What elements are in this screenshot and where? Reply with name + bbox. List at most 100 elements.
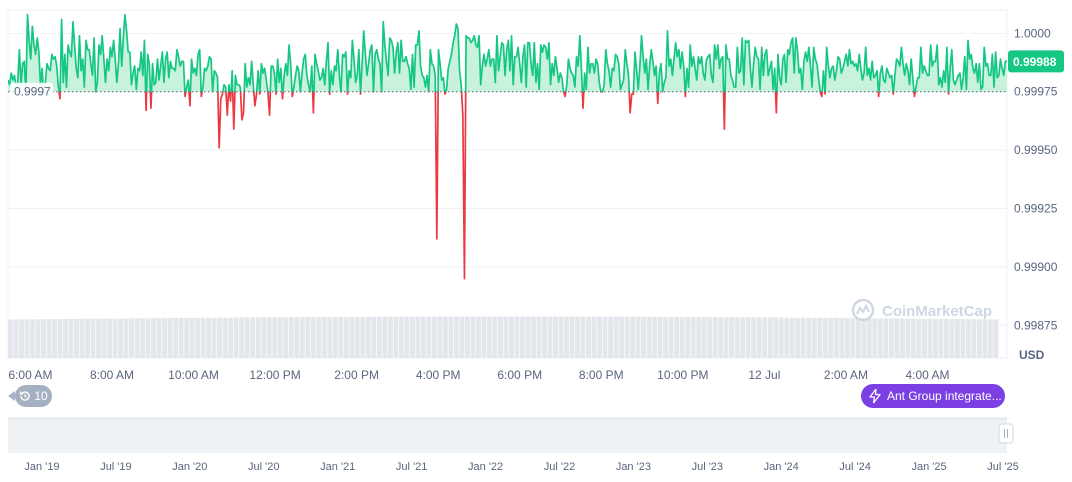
volume-bar	[790, 318, 795, 358]
volume-bar	[817, 318, 822, 358]
volume-bar	[597, 317, 602, 358]
navigator-track[interactable]	[8, 417, 1007, 453]
volume-bar	[399, 317, 404, 358]
volume-bar	[982, 319, 987, 358]
volume-bar	[415, 317, 420, 358]
volume-bar	[201, 318, 206, 358]
volume-bar	[311, 317, 316, 358]
volume-bar	[267, 317, 272, 358]
volume-bar	[58, 319, 63, 358]
y-tick-label: 1.0000	[1014, 26, 1051, 40]
volume-bar	[228, 318, 233, 358]
x-tick-label: 6:00 AM	[8, 368, 52, 382]
volume-bar	[454, 317, 459, 358]
volume-bar	[966, 319, 971, 358]
volume-bar	[795, 318, 800, 358]
volume-bar	[762, 317, 767, 358]
x-tick-label: 12:00 PM	[249, 368, 300, 382]
x-tick-label: 10:00 AM	[168, 368, 219, 382]
range-tick-label: Jul '25	[987, 461, 1018, 473]
volume-bar	[41, 319, 46, 358]
volume-bar	[96, 319, 101, 358]
volume-bar	[217, 318, 222, 358]
volume-bar	[905, 319, 910, 358]
volume-bar	[74, 319, 79, 358]
volume-bar	[911, 319, 916, 358]
x-tick-label: 10:00 PM	[657, 368, 708, 382]
volume-bar	[80, 319, 85, 358]
x-tick-label: 2:00 AM	[824, 368, 868, 382]
volume-bar	[850, 318, 855, 358]
x-tick-label: 2:00 PM	[334, 368, 379, 382]
volume-bar	[162, 318, 167, 358]
current-price-label: 0.99988	[1013, 55, 1057, 69]
volume-bar	[234, 318, 239, 358]
volume-bar	[570, 317, 575, 358]
volume-bar	[652, 317, 657, 358]
volume-bar	[113, 319, 118, 358]
volume-bar	[740, 317, 745, 358]
range-tick-label: Jul '22	[544, 461, 575, 473]
volume-bar	[779, 318, 784, 358]
volume-bar	[63, 319, 68, 358]
range-tick-label: Jan '25	[912, 461, 947, 473]
volume-bar	[14, 319, 19, 358]
volume-bar	[625, 317, 630, 358]
volume-bar	[867, 318, 872, 358]
volume-bar	[91, 319, 96, 358]
volume-bar	[938, 319, 943, 358]
volume-bar	[305, 317, 310, 358]
y-tick-label: 0.99875	[1014, 318, 1058, 332]
volume-bar	[300, 317, 305, 358]
range-tick-label: Jan '23	[616, 461, 651, 473]
volume-bars	[8, 317, 998, 359]
volume-bar	[206, 318, 211, 358]
volume-bar	[608, 317, 613, 358]
volume-bar	[548, 317, 553, 358]
volume-bar	[696, 317, 701, 358]
x-tick-label: 4:00 PM	[416, 368, 461, 382]
volume-bar	[592, 317, 597, 358]
range-navigator[interactable]	[8, 417, 1013, 453]
volume-bar	[256, 317, 261, 358]
volume-bar	[146, 318, 151, 358]
volume-bar	[476, 317, 481, 358]
volume-bar	[135, 318, 140, 358]
volume-bar	[360, 317, 365, 358]
volume-bar	[949, 319, 954, 358]
volume-bar	[988, 319, 993, 358]
volume-bar	[278, 317, 283, 358]
volume-bar	[641, 317, 646, 358]
volume-bar	[861, 318, 866, 358]
volume-bar	[977, 319, 982, 358]
x-tick-label: 4:00 AM	[905, 368, 949, 382]
volume-bar	[784, 318, 789, 358]
price-area-fill	[8, 15, 1007, 279]
volume-bar	[509, 317, 514, 358]
volume-bar	[129, 318, 134, 358]
range-tick-label: Jan '20	[172, 461, 207, 473]
volume-bar	[504, 317, 509, 359]
history-icon	[19, 390, 31, 402]
volume-bar	[636, 317, 641, 358]
volume-bar	[955, 319, 960, 358]
volume-bar	[575, 317, 580, 358]
volume-bar	[658, 317, 663, 358]
volume-bar	[393, 317, 398, 358]
news-pill[interactable]: Ant Group integrate...	[861, 384, 1005, 408]
volume-bar	[184, 318, 189, 358]
volume-bar	[933, 319, 938, 358]
volume-bar	[289, 317, 294, 358]
volume-bar	[680, 317, 685, 358]
volume-bar	[102, 319, 107, 358]
range-tick-label: Jan '19	[24, 461, 59, 473]
history-pill[interactable]: 10	[15, 385, 52, 407]
volume-bar	[69, 319, 74, 358]
volume-bar	[371, 317, 376, 358]
navigator-handle[interactable]	[999, 424, 1013, 443]
y-tick-label: 0.99925	[1014, 202, 1058, 216]
volume-bar	[333, 317, 338, 358]
volume-bar	[971, 319, 976, 358]
volume-bar	[883, 318, 888, 358]
